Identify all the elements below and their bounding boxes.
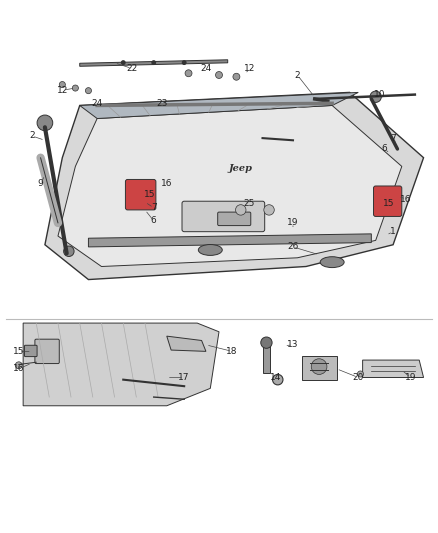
- Text: 2: 2: [294, 70, 300, 79]
- Text: 2: 2: [29, 132, 35, 140]
- Circle shape: [85, 87, 92, 94]
- Text: 15: 15: [383, 199, 395, 208]
- Circle shape: [215, 71, 223, 78]
- Circle shape: [59, 82, 65, 87]
- Text: 25: 25: [244, 199, 255, 208]
- Text: Jeep: Jeep: [229, 164, 253, 173]
- Circle shape: [370, 91, 381, 102]
- Text: 26: 26: [287, 243, 299, 252]
- FancyBboxPatch shape: [25, 345, 37, 357]
- Bar: [262, 345, 270, 373]
- Circle shape: [185, 70, 192, 77]
- Text: 18: 18: [226, 347, 238, 356]
- Text: 16: 16: [400, 195, 412, 204]
- Circle shape: [311, 359, 327, 375]
- Text: 22: 22: [126, 64, 138, 73]
- Text: 9: 9: [38, 179, 43, 188]
- Text: 16: 16: [161, 179, 173, 188]
- Polygon shape: [58, 106, 402, 266]
- Circle shape: [261, 337, 272, 349]
- FancyBboxPatch shape: [182, 201, 265, 232]
- Text: 15: 15: [144, 190, 155, 199]
- Ellipse shape: [198, 245, 222, 255]
- Circle shape: [64, 246, 74, 256]
- Circle shape: [272, 375, 283, 385]
- Circle shape: [37, 115, 53, 131]
- Text: 7: 7: [390, 134, 396, 143]
- Polygon shape: [363, 360, 424, 377]
- Text: 12: 12: [244, 64, 255, 73]
- Circle shape: [233, 73, 240, 80]
- Polygon shape: [80, 92, 358, 118]
- Text: 6: 6: [381, 144, 387, 154]
- FancyBboxPatch shape: [125, 180, 156, 210]
- Circle shape: [264, 205, 274, 215]
- Polygon shape: [302, 356, 336, 379]
- Circle shape: [236, 205, 246, 215]
- Text: 24: 24: [200, 64, 212, 73]
- Text: 24: 24: [92, 99, 103, 108]
- Text: 15: 15: [13, 347, 25, 356]
- Text: 23: 23: [157, 99, 168, 108]
- Text: 1: 1: [390, 227, 396, 236]
- Text: 13: 13: [287, 341, 299, 349]
- FancyBboxPatch shape: [35, 339, 59, 364]
- Text: 19: 19: [287, 219, 299, 228]
- Polygon shape: [88, 234, 371, 247]
- Text: 20: 20: [353, 373, 364, 382]
- Circle shape: [15, 362, 22, 369]
- Text: 14: 14: [270, 373, 281, 382]
- Text: 12: 12: [57, 86, 68, 95]
- Circle shape: [357, 371, 364, 377]
- Text: 10: 10: [374, 90, 386, 99]
- Text: 17: 17: [178, 373, 190, 382]
- Polygon shape: [167, 336, 206, 351]
- Polygon shape: [45, 92, 424, 279]
- Polygon shape: [23, 323, 219, 406]
- Circle shape: [72, 85, 78, 91]
- Polygon shape: [80, 60, 228, 66]
- Text: 6: 6: [151, 216, 157, 225]
- FancyBboxPatch shape: [218, 212, 251, 225]
- Text: 16: 16: [13, 364, 25, 373]
- Circle shape: [121, 61, 125, 64]
- Text: 19: 19: [405, 373, 416, 382]
- Ellipse shape: [320, 257, 344, 268]
- FancyBboxPatch shape: [374, 186, 402, 216]
- Text: 7: 7: [151, 203, 157, 212]
- Circle shape: [152, 61, 155, 64]
- Circle shape: [183, 61, 186, 64]
